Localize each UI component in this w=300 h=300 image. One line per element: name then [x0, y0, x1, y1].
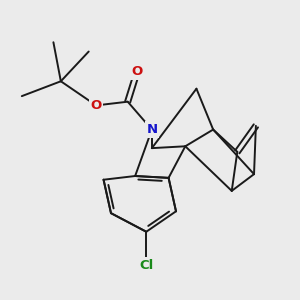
Text: N: N	[146, 123, 158, 136]
Text: O: O	[131, 65, 142, 79]
Text: O: O	[91, 99, 102, 112]
Text: Cl: Cl	[139, 259, 153, 272]
